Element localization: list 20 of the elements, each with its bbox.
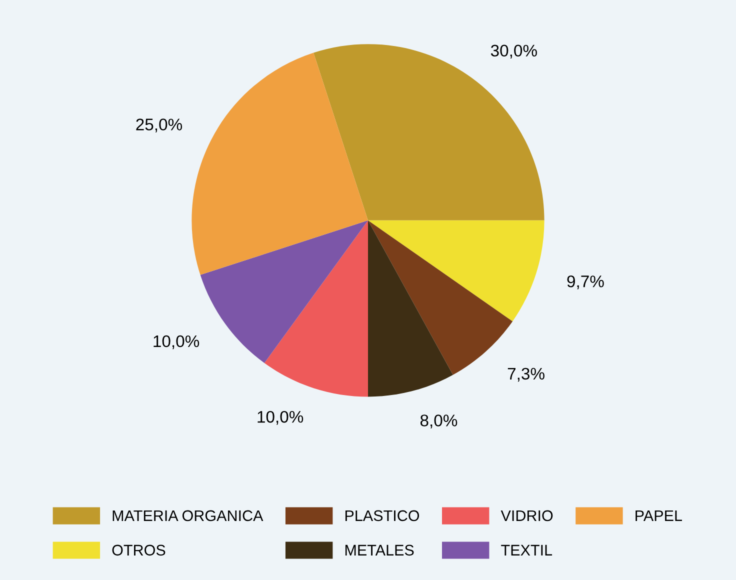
legend-label: OTROS <box>112 544 166 556</box>
data-label: 7,3% <box>508 368 544 382</box>
legend-label: PAPEL <box>636 510 682 521</box>
pie-slice <box>314 44 544 220</box>
pie-slice <box>368 220 453 397</box>
data-label: 8,0% <box>420 414 458 428</box>
data-label: 9,7% <box>567 275 604 290</box>
data-label: 30,0% <box>490 44 537 59</box>
legend-label: METALES <box>345 544 414 556</box>
pie-slice <box>200 220 368 364</box>
pie-slice <box>368 220 544 322</box>
data-label: 10,0% <box>258 410 304 425</box>
legend-label: PLASTICO <box>345 510 420 522</box>
data-label: 10,0% <box>154 335 200 350</box>
legend-label: VIDRIO <box>500 510 553 522</box>
data-label: 25,0% <box>136 118 182 132</box>
pie-slice <box>192 52 368 275</box>
legend-label: TEXTIL <box>501 544 552 556</box>
legend-label: MATERIA ORGANICA <box>112 510 264 522</box>
pie-slice <box>264 220 368 397</box>
